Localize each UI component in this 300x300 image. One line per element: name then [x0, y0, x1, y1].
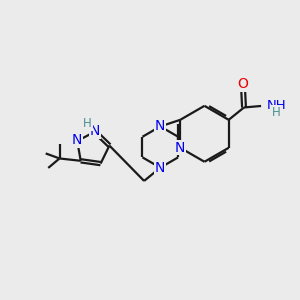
Text: NH: NH: [266, 99, 286, 112]
Text: N: N: [155, 119, 166, 134]
Text: N: N: [71, 134, 82, 148]
Text: O: O: [238, 77, 249, 91]
Text: N: N: [90, 124, 100, 138]
Text: H: H: [272, 106, 281, 119]
Text: N: N: [155, 161, 166, 175]
Text: N: N: [175, 141, 185, 155]
Text: H: H: [83, 118, 92, 130]
